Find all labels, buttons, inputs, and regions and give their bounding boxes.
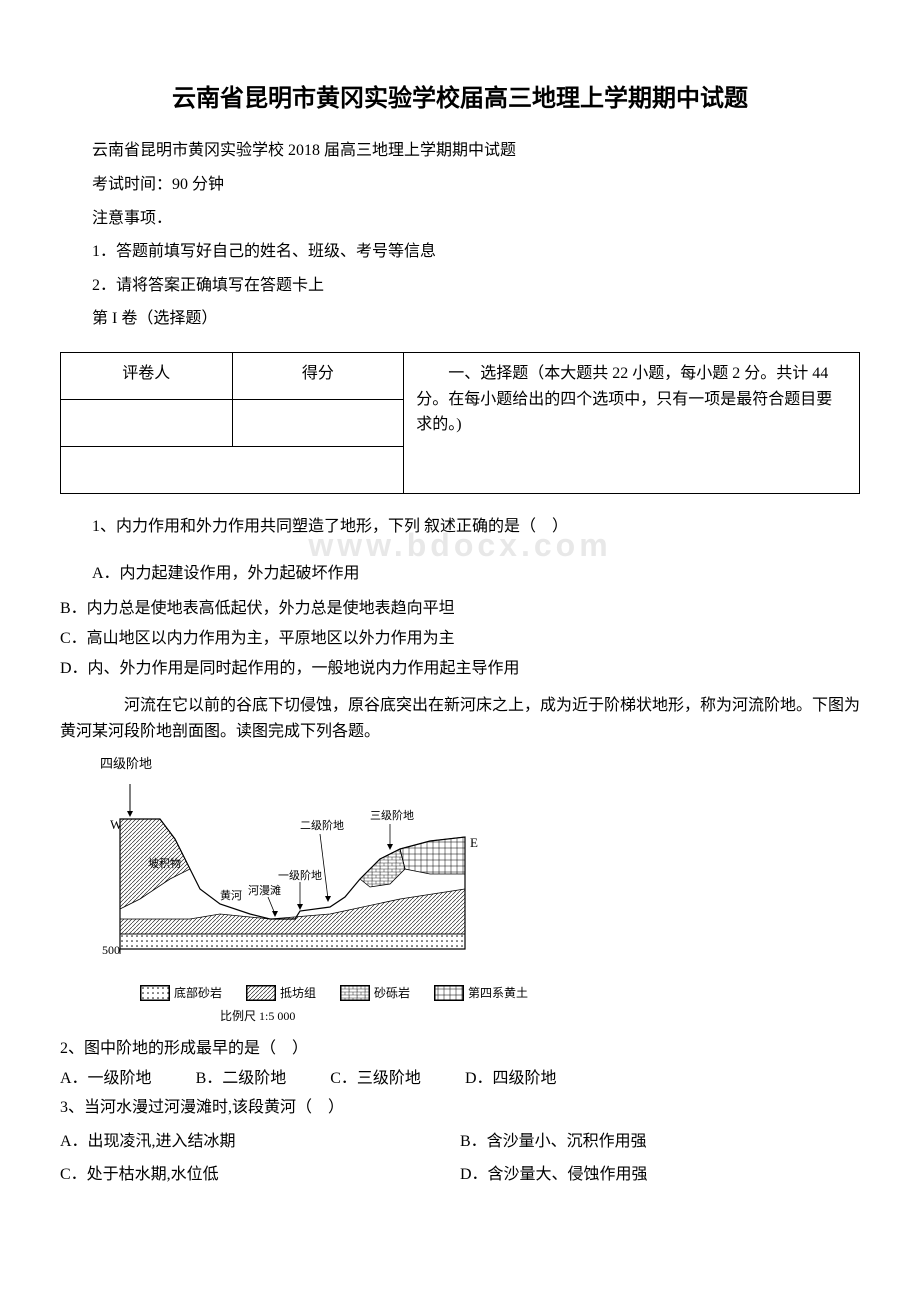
diagram-y-value: 500	[102, 943, 120, 957]
score-blank-2	[232, 399, 404, 446]
diagram-river-label: 黄河	[220, 888, 242, 902]
notice-2: 2．请将答案正确填写在答题卡上	[60, 273, 860, 299]
legend-label-4: 第四系黄土	[468, 984, 528, 1003]
score-col-reviewer: 评卷人	[61, 352, 233, 399]
diagram-scale: 比例尺 1:5 000	[220, 1007, 860, 1026]
q2-option-b: B．二级阶地	[196, 1066, 287, 1092]
q1-stem: 1、内力作用和外力作用共同塑造了地形，下列 叙述正确的是（ ）	[60, 514, 860, 540]
q1-option-b: B．内力总是使地表高低起伏，外力总是使地表趋向平坦	[60, 596, 860, 622]
terrace-svg: W E 黄河 坡积物 二级阶地 三级阶地 一级阶地 河漫滩 500	[100, 779, 500, 969]
legend-item-2: 抵坊组	[246, 984, 316, 1003]
q3-option-c: C．处于枯水期,水位低	[60, 1162, 460, 1188]
legend-label-3: 砂砾岩	[374, 984, 410, 1003]
legend-item-1: 底部砂岩	[140, 984, 222, 1003]
passage-2: 河流在它以前的谷底下切侵蚀，原谷底突出在新河床之上，成为近于阶梯状地形，称为河流…	[60, 693, 860, 744]
legend-item-3: 砂砾岩	[340, 984, 410, 1003]
q1-option-a: A．内力起建设作用，外力起破坏作用	[60, 561, 860, 587]
score-col-score: 得分	[232, 352, 404, 399]
legend-label-1: 底部砂岩	[174, 984, 222, 1003]
q2-option-a: A．一级阶地	[60, 1066, 152, 1092]
legend-item-4: 第四系黄土	[434, 984, 528, 1003]
diagram-t3-label: 三级阶地	[370, 808, 414, 822]
page-title: 云南省昆明市黄冈实验学校届高三地理上学期期中试题	[60, 80, 860, 118]
diagram-floodplain-label: 河漫滩	[248, 883, 281, 897]
diagram-e-label: E	[470, 835, 478, 850]
q2-option-c: C．三级阶地	[330, 1066, 421, 1092]
q1-option-d: D．内、外力作用是同时起作用的，一般地说内力作用起主导作用	[60, 656, 860, 682]
q3-option-a: A．出现凌汛,进入结冰期	[60, 1129, 460, 1155]
q2-option-d: D．四级阶地	[465, 1066, 557, 1092]
diagram-slope-label: 坡积物	[148, 856, 181, 870]
q3-options: A．出现凌汛,进入结冰期 B．含沙量小、沉积作用强 C．处于枯水期,水位低 D．…	[60, 1125, 860, 1192]
q3-option-b: B．含沙量小、沉积作用强	[460, 1129, 860, 1155]
notice-header: 注意事项．	[60, 206, 860, 232]
notice-1: 1．答题前填写好自己的姓名、班级、考号等信息	[60, 239, 860, 265]
q2-stem: 2、图中阶地的形成最早的是（ ）	[60, 1036, 860, 1062]
terrace-diagram: 四级阶地 W E	[100, 754, 860, 1026]
exam-time: 考试时间：90 分钟	[60, 172, 860, 198]
diagram-legend: 底部砂岩 抵坊组 砂砾岩 第四系黄土	[140, 984, 860, 1003]
score-blank-1	[61, 399, 233, 446]
subtitle: 云南省昆明市黄冈实验学校 2018 届高三地理上学期期中试题	[60, 138, 860, 164]
q3-stem: 3、当河水漫过河漫滩时,该段黄河（ ）	[60, 1095, 860, 1121]
q2-options: A．一级阶地 B．二级阶地 C．三级阶地 D．四级阶地	[60, 1066, 860, 1092]
score-table: 评卷人 得分 一、选择题（本大题共 22 小题，每小题 2 分。共计 44 分。…	[60, 352, 860, 494]
q3-option-d: D．含沙量大、侵蚀作用强	[460, 1162, 860, 1188]
q1-option-c: C．高山地区以内力作用为主，平原地区以外力作用为主	[60, 626, 860, 652]
section-instructions: 一、选择题（本大题共 22 小题，每小题 2 分。共计 44 分。在每小题给出的…	[404, 352, 860, 493]
score-blank-row	[61, 446, 404, 493]
section-1-label: 第 I 卷（选择题）	[60, 306, 860, 332]
legend-label-2: 抵坊组	[280, 984, 316, 1003]
diagram-top-label: 四级阶地	[100, 754, 860, 775]
diagram-t1-label: 一级阶地	[278, 868, 322, 882]
diagram-t2-label: 二级阶地	[300, 818, 344, 832]
